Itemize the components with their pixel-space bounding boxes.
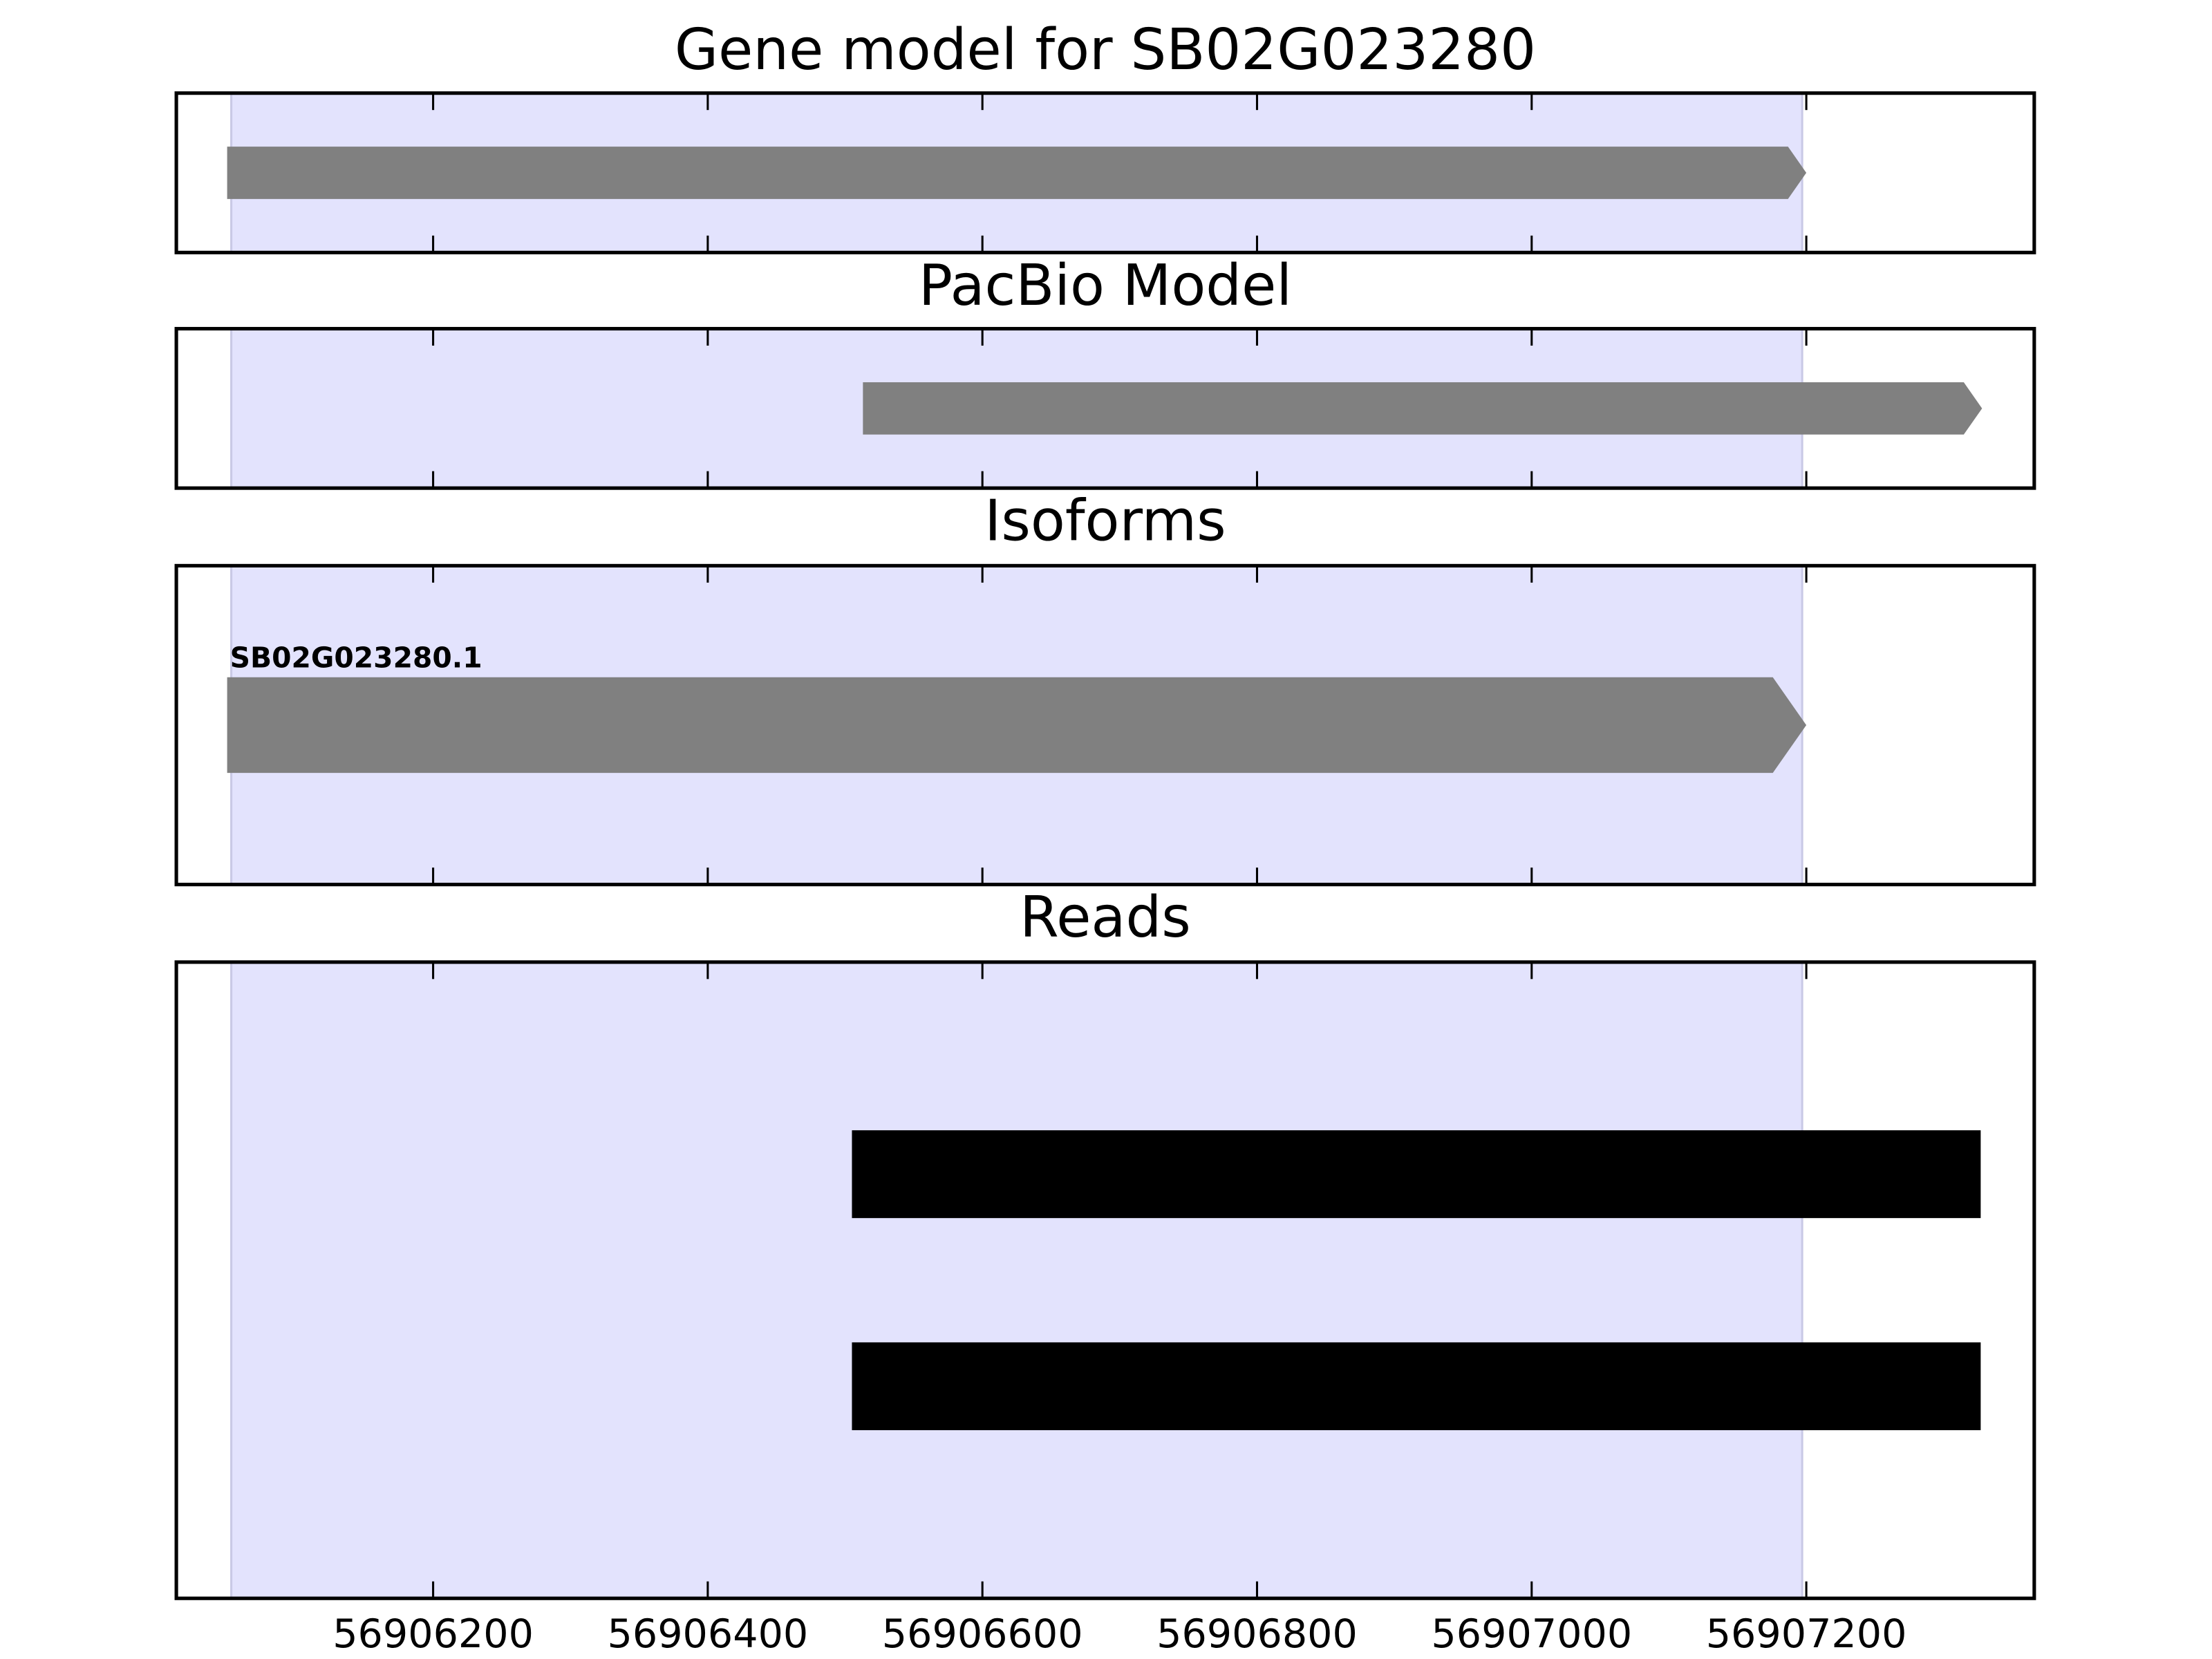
panel-frame bbox=[174, 91, 2036, 254]
x-tick-label: 56907200 bbox=[1706, 1611, 1907, 1657]
panel-frame bbox=[174, 563, 2036, 887]
read-bar bbox=[852, 1130, 1981, 1219]
panel-frame bbox=[174, 326, 2036, 490]
x-tick-label: 56906200 bbox=[332, 1611, 534, 1657]
highlight-region bbox=[230, 961, 1803, 1600]
x-tick-label: 56906400 bbox=[608, 1611, 809, 1657]
panel-frame bbox=[174, 960, 2036, 1600]
isoform-label: SB02G023280.1 bbox=[230, 641, 482, 675]
x-tick-label: 56906600 bbox=[882, 1611, 1083, 1657]
panel-title: Reads bbox=[1020, 885, 1191, 950]
x-tick-label: 56906800 bbox=[1156, 1611, 1358, 1657]
panel-title: PacBio Model bbox=[919, 253, 1292, 319]
gene-feature bbox=[227, 147, 1807, 199]
panel-title: Isoforms bbox=[984, 489, 1226, 554]
read-bar bbox=[852, 1342, 1981, 1430]
panel-title: Gene model for SB02G023280 bbox=[675, 17, 1536, 83]
x-tick-label: 56907000 bbox=[1431, 1611, 1632, 1657]
gene-feature bbox=[227, 677, 1807, 774]
gene-feature bbox=[863, 382, 1983, 435]
